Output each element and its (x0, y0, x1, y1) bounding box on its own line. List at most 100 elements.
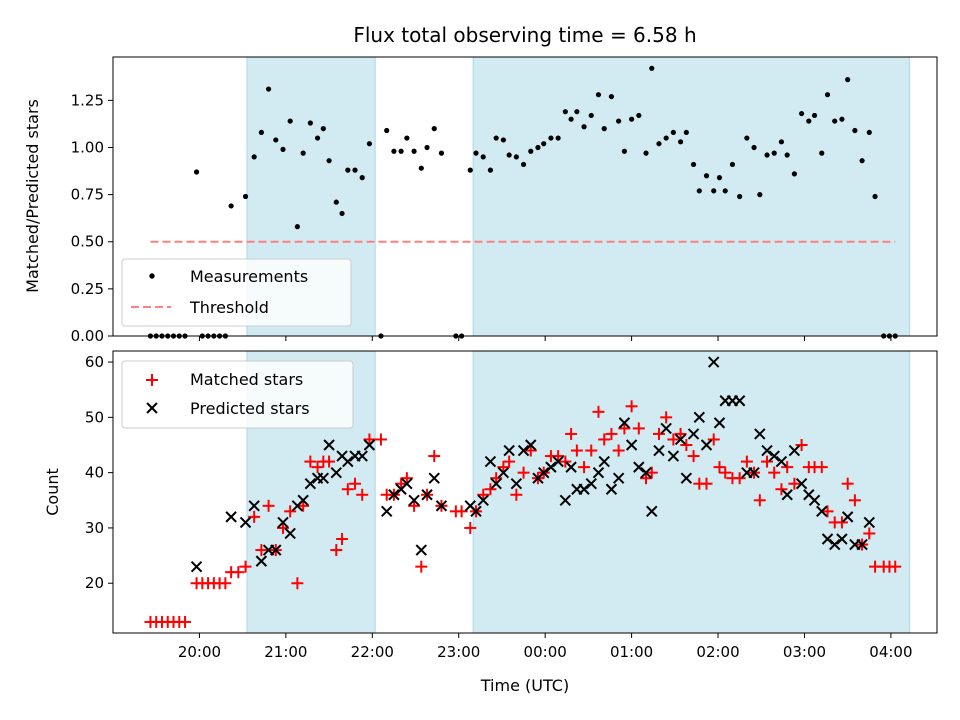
predicted-point (317, 472, 330, 484)
predicted-point (330, 466, 342, 479)
measurement-point (670, 129, 676, 136)
predicted-point (342, 455, 354, 468)
matched-point (740, 455, 753, 468)
matched-point (349, 477, 362, 490)
bottom-shaded-spans (246, 350, 911, 634)
measurement-point (845, 77, 851, 83)
matched-point (336, 533, 349, 545)
matched-point (517, 466, 530, 479)
predicted-point (190, 560, 203, 573)
measurement-point (359, 175, 365, 181)
predicted-point (578, 483, 590, 495)
matched-point (761, 455, 774, 468)
top-ytick-label: 0.50 (71, 233, 104, 251)
matched-point (625, 400, 638, 413)
predicted-point (660, 422, 672, 435)
predicted-point (733, 395, 746, 407)
xtick-label: 01:00 (610, 643, 653, 661)
matched-point (841, 477, 854, 490)
predicted-point (863, 516, 876, 529)
measurement-point (294, 224, 300, 230)
bottom-y-ticks: 20 30 40 50 60 (85, 353, 113, 592)
predicted-point-b (477, 494, 489, 507)
measurement-point (872, 193, 878, 200)
predicted-point-b (700, 439, 713, 451)
matched-point (795, 439, 808, 451)
legend-threshold-label: Threshold (189, 298, 269, 317)
measurement-point (798, 110, 805, 117)
predicted-point-b (816, 505, 828, 518)
top-legend-box (121, 258, 352, 327)
measurement-point (493, 135, 499, 141)
matched-point (700, 477, 713, 490)
measurement-point (513, 154, 519, 160)
predicted-point-b (653, 444, 665, 457)
predicted-point (428, 472, 440, 484)
predicted-point (255, 555, 268, 567)
predicted-point (363, 439, 376, 451)
predicted-point (545, 461, 557, 473)
predicted-point-b (545, 461, 557, 473)
predicted-point (653, 444, 665, 457)
predicted-point (503, 444, 515, 457)
matched-point (552, 450, 565, 463)
predicted-point-b (559, 494, 572, 507)
matched-point (848, 494, 861, 507)
predicted-point-b (761, 444, 773, 457)
measurement-point (411, 148, 417, 154)
predicted-point (748, 466, 760, 479)
measurement-point (326, 158, 332, 164)
predicted-point (248, 500, 260, 512)
predicted-point (401, 477, 413, 490)
predicted-point-b (836, 533, 848, 545)
predicted-point (713, 417, 726, 429)
bottom-ytick-label: 50 (85, 408, 104, 426)
measurement-point (711, 188, 717, 194)
predicted-point-b (517, 444, 530, 457)
predicted-point-b (270, 544, 282, 556)
measurement-point (574, 109, 580, 115)
measurement-point (616, 118, 622, 124)
predicted-point-b (342, 455, 354, 468)
measurement-point (811, 112, 818, 119)
measurement-point (314, 135, 321, 141)
measurement-point (535, 144, 541, 151)
matched-point (605, 427, 618, 440)
predicted-point-b (633, 461, 645, 473)
predicted-point (565, 461, 577, 473)
measurement-point (384, 127, 390, 134)
predicted-point-b (415, 544, 427, 556)
matched-point (239, 560, 252, 573)
top-x-ticks (198, 336, 892, 341)
matched-point (428, 450, 441, 463)
measurement-point (595, 92, 602, 98)
predicted-point-b (687, 428, 700, 440)
predicted-point (640, 466, 652, 479)
predicted-point-b (225, 511, 237, 523)
predicted-point (356, 450, 368, 462)
measurement-point (366, 141, 373, 147)
predicted-point (490, 477, 502, 490)
predicted-point-b (829, 538, 841, 551)
measurement-point (555, 135, 561, 141)
predicted-point (559, 494, 572, 507)
measurement-point (320, 126, 326, 132)
predicted-point (808, 494, 821, 507)
predicted-point-b (277, 516, 289, 529)
measurement-point (852, 127, 858, 134)
bottom-ytick-label: 40 (85, 464, 104, 482)
measurement-point (744, 135, 750, 141)
measurement-point (819, 150, 825, 156)
predicted-point (674, 433, 687, 446)
predicted-point (380, 505, 393, 518)
measurement-point (258, 129, 264, 136)
predicted-point-b (592, 466, 605, 479)
matched-point (821, 505, 834, 518)
shaded-span-1 (472, 56, 911, 337)
legend-predicted-label: Predicted stars (190, 399, 310, 418)
measurement-point (480, 154, 486, 160)
matched-point (304, 455, 317, 468)
predicted-point-b (605, 483, 618, 495)
predicted-point-b (841, 511, 854, 523)
matched-point (291, 577, 304, 590)
